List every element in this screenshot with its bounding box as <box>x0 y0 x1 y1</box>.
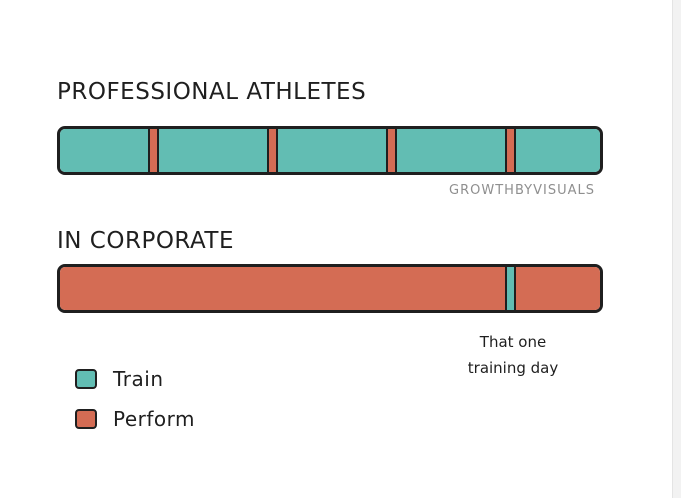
professional-perform-segment-8 <box>505 129 515 172</box>
professional-perform-segment-4 <box>267 129 276 172</box>
professional-perform-segment-6 <box>386 129 396 172</box>
legend-item-perform: Perform <box>75 406 195 432</box>
corporate-train-segment-2 <box>504 267 514 310</box>
corporate-bar <box>57 264 603 313</box>
professional-train-segment-7 <box>395 129 506 172</box>
training-day-annotation: That one training day <box>448 329 578 381</box>
annotation-line-1: That one <box>479 333 547 351</box>
legend-label-train: Train <box>113 367 164 391</box>
annotation-line-2: training day <box>467 359 559 377</box>
legend-label-perform: Perform <box>113 407 196 431</box>
legend-item-train: Train <box>75 366 164 392</box>
corporate-perform-segment-3 <box>513 267 600 310</box>
professional-perform-segment-2 <box>148 129 157 172</box>
professional-train-segment-3 <box>156 129 268 172</box>
watermark: GROWTHBYVISUALS <box>449 183 595 198</box>
professional-train-segment-9 <box>514 129 600 172</box>
window-edge <box>672 0 681 498</box>
train-swatch <box>75 369 97 389</box>
corporate-perform-segment-1 <box>60 267 505 310</box>
corporate-title: IN CORPORATE <box>57 228 234 254</box>
perform-swatch <box>75 409 97 429</box>
professional-athletes-title: PROFESSIONAL ATHLETES <box>57 79 367 105</box>
professional-train-segment-1 <box>60 129 149 172</box>
professional-athletes-bar <box>57 126 603 175</box>
professional-train-segment-5 <box>276 129 387 172</box>
